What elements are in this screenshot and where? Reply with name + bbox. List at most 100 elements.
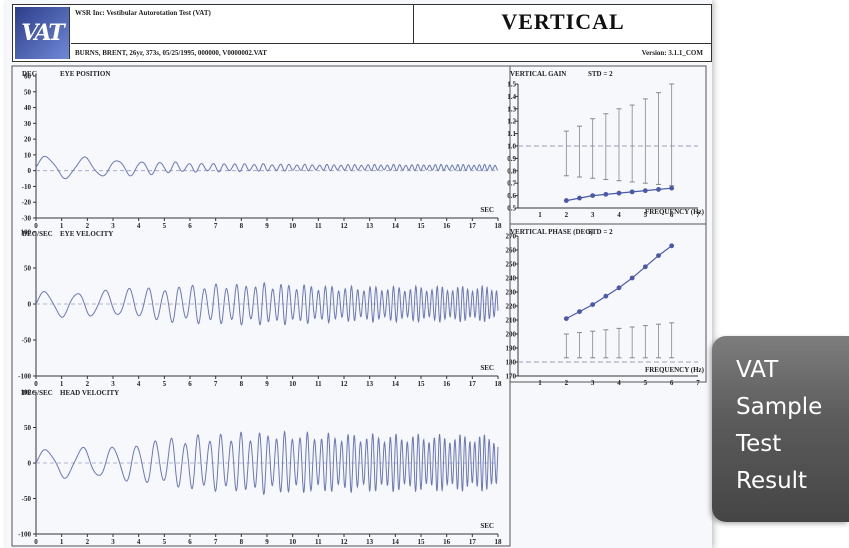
eye-velocity-ytick-label: -100 <box>18 373 31 381</box>
version-label: Version: 3.1.1_COM <box>641 49 703 57</box>
eye-velocity-xtick-label: 7 <box>214 380 218 388</box>
eye-velocity-xtick-label: 18 <box>495 380 503 388</box>
head-velocity-ytick-label: 50 <box>24 424 32 432</box>
header-divider <box>413 5 414 43</box>
vertical-phase-data-point <box>616 285 622 291</box>
head-velocity-xtick-label: 18 <box>495 538 503 546</box>
eye-position-xtick-label: 16 <box>443 222 451 230</box>
vertical-gain-ytick-label: 1.5 <box>507 81 516 89</box>
vertical-phase-xtick-label: 4 <box>617 379 621 387</box>
head-velocity-trace <box>35 430 499 496</box>
eye-velocity-xlabel: SEC <box>480 364 494 372</box>
eye-position-ytick-label: 20 <box>24 136 32 144</box>
vertical-phase-title: VERTICAL PHASE (DEG) <box>510 228 594 236</box>
vertical-gain-xtick-label: 6 <box>670 211 674 219</box>
page-title: VERTICAL <box>501 9 625 34</box>
vertical-gain-std-label: STD = 2 <box>588 70 613 78</box>
eye-velocity-xtick-label: 17 <box>469 380 477 388</box>
eye-position-xtick-label: 10 <box>289 222 297 230</box>
vertical-gain-ytick-label: 0.6 <box>507 192 516 200</box>
eye-position-ytick-label: 10 <box>24 151 32 159</box>
vertical-gain-ytick-label: 0.5 <box>507 205 516 213</box>
vertical-gain-ytick-label: 1.1 <box>507 130 516 138</box>
callout-text: VAT Sample Test Result <box>736 352 822 500</box>
eye-position-xtick-label: 18 <box>495 222 503 230</box>
vertical-phase-ytick-label: 270 <box>506 233 517 241</box>
head-velocity-xtick-label: 13 <box>366 538 374 546</box>
vertical-phase-ytick-label: 260 <box>506 247 517 255</box>
vertical-phase-data-point <box>563 316 569 321</box>
eye-position-xtick-label: 5 <box>163 222 167 230</box>
vertical-phase-std-label: STD = 2 <box>588 228 613 236</box>
eye-velocity-xtick-label: 10 <box>289 380 297 388</box>
eye-position-title: EYE POSITION <box>60 70 110 78</box>
head-velocity-ytick-label: 0 <box>28 460 32 468</box>
eye-velocity-xtick-label: 16 <box>443 380 451 388</box>
eye-position-ytick-label: -30 <box>22 215 32 223</box>
vertical-phase-ytick-label: 180 <box>506 359 517 367</box>
vertical-phase-data-point <box>669 243 675 249</box>
vat-logo: VAT <box>15 7 70 59</box>
eye-velocity-ytick-label: -50 <box>22 337 32 345</box>
vertical-gain-ytick-label: 1.2 <box>507 118 516 126</box>
logo-text: VAT <box>21 20 65 46</box>
gain-panel-border <box>509 65 707 225</box>
eye-position-xtick-label: 0 <box>34 222 38 230</box>
eye-velocity-xtick-label: 9 <box>265 380 269 388</box>
head-velocity-xtick-label: 8 <box>240 538 244 546</box>
vertical-phase-xtick-label: 7 <box>696 379 700 387</box>
eye-velocity-ytick-label: 0 <box>28 301 32 309</box>
vertical-phase-xlabel: FREQUENCY (Hz) <box>645 366 705 374</box>
vertical-phase-ytick-label: 190 <box>506 345 517 353</box>
vertical-gain-ytick-label: 0.7 <box>507 180 516 188</box>
vertical-gain-title: VERTICAL GAIN <box>510 70 566 78</box>
eye-velocity-xtick-label: 11 <box>315 380 322 388</box>
vertical-gain-xtick-label: 7 <box>696 211 700 219</box>
header-rule <box>71 43 711 44</box>
eye-velocity-xtick-label: 12 <box>341 380 349 388</box>
eye-velocity-xtick-label: 5 <box>163 380 167 388</box>
eye-position-xtick-label: 9 <box>265 222 269 230</box>
vertical-phase-ytick-label: 170 <box>506 373 517 381</box>
vertical-gain-data-point <box>616 190 622 196</box>
head-velocity-xtick-label: 4 <box>137 538 141 546</box>
eye-position-ytick-label: 30 <box>24 120 32 128</box>
head-velocity-xtick-label: 5 <box>163 538 167 546</box>
head-velocity-ytick-label: -100 <box>18 531 31 539</box>
callout-line: VAT <box>736 357 779 383</box>
head-velocity-xtick-label: 1 <box>60 538 64 546</box>
vertical-gain-xtick-label: 5 <box>644 211 648 219</box>
vertical-phase-ytick-label: 200 <box>506 331 517 339</box>
vertical-phase-ytick-label: 220 <box>506 303 517 311</box>
vertical-phase-data-point <box>590 302 596 307</box>
vertical-phase-data-point <box>577 309 582 314</box>
eye-position-ytick-label: 50 <box>24 88 32 96</box>
callout-line: Result <box>736 468 808 494</box>
head-velocity-xtick-label: 14 <box>392 538 400 546</box>
eye-position-xtick-label: 7 <box>214 222 218 230</box>
vat-callout: VAT Sample Test Result <box>712 336 849 522</box>
vertical-gain-xlabel: FREQUENCY (Hz) <box>645 208 705 216</box>
callout-line: Sample <box>736 394 823 420</box>
eye-velocity-xtick-label: 14 <box>392 380 400 388</box>
eye-velocity-xtick-label: 0 <box>34 380 38 388</box>
vertical-phase-ytick-label: 250 <box>506 261 517 269</box>
vertical-gain-xtick-label: 2 <box>565 211 569 219</box>
vertical-phase-data-point <box>642 264 648 270</box>
eye-position-xtick-label: 14 <box>392 222 400 230</box>
eye-position-xtick-label: 8 <box>240 222 244 230</box>
head-velocity-xtick-label: 3 <box>111 538 115 546</box>
vertical-phase-ytick-label: 240 <box>506 275 517 283</box>
vertical-gain-ytick-label: 1.4 <box>507 93 516 101</box>
head-velocity-xtick-label: 10 <box>289 538 297 546</box>
eye-position-ytick-label: 60 <box>24 73 32 81</box>
eye-position-xtick-label: 17 <box>469 222 477 230</box>
head-velocity-ytick-label: -50 <box>22 495 32 503</box>
head-velocity-xtick-label: 2 <box>86 538 90 546</box>
eye-velocity-xtick-label: 8 <box>240 380 244 388</box>
eye-position-xtick-label: 1 <box>60 222 64 230</box>
eye-velocity-xtick-label: 1 <box>60 380 64 388</box>
head-velocity-xtick-label: 9 <box>265 538 269 546</box>
vertical-phase-xtick-label: 6 <box>670 379 674 387</box>
